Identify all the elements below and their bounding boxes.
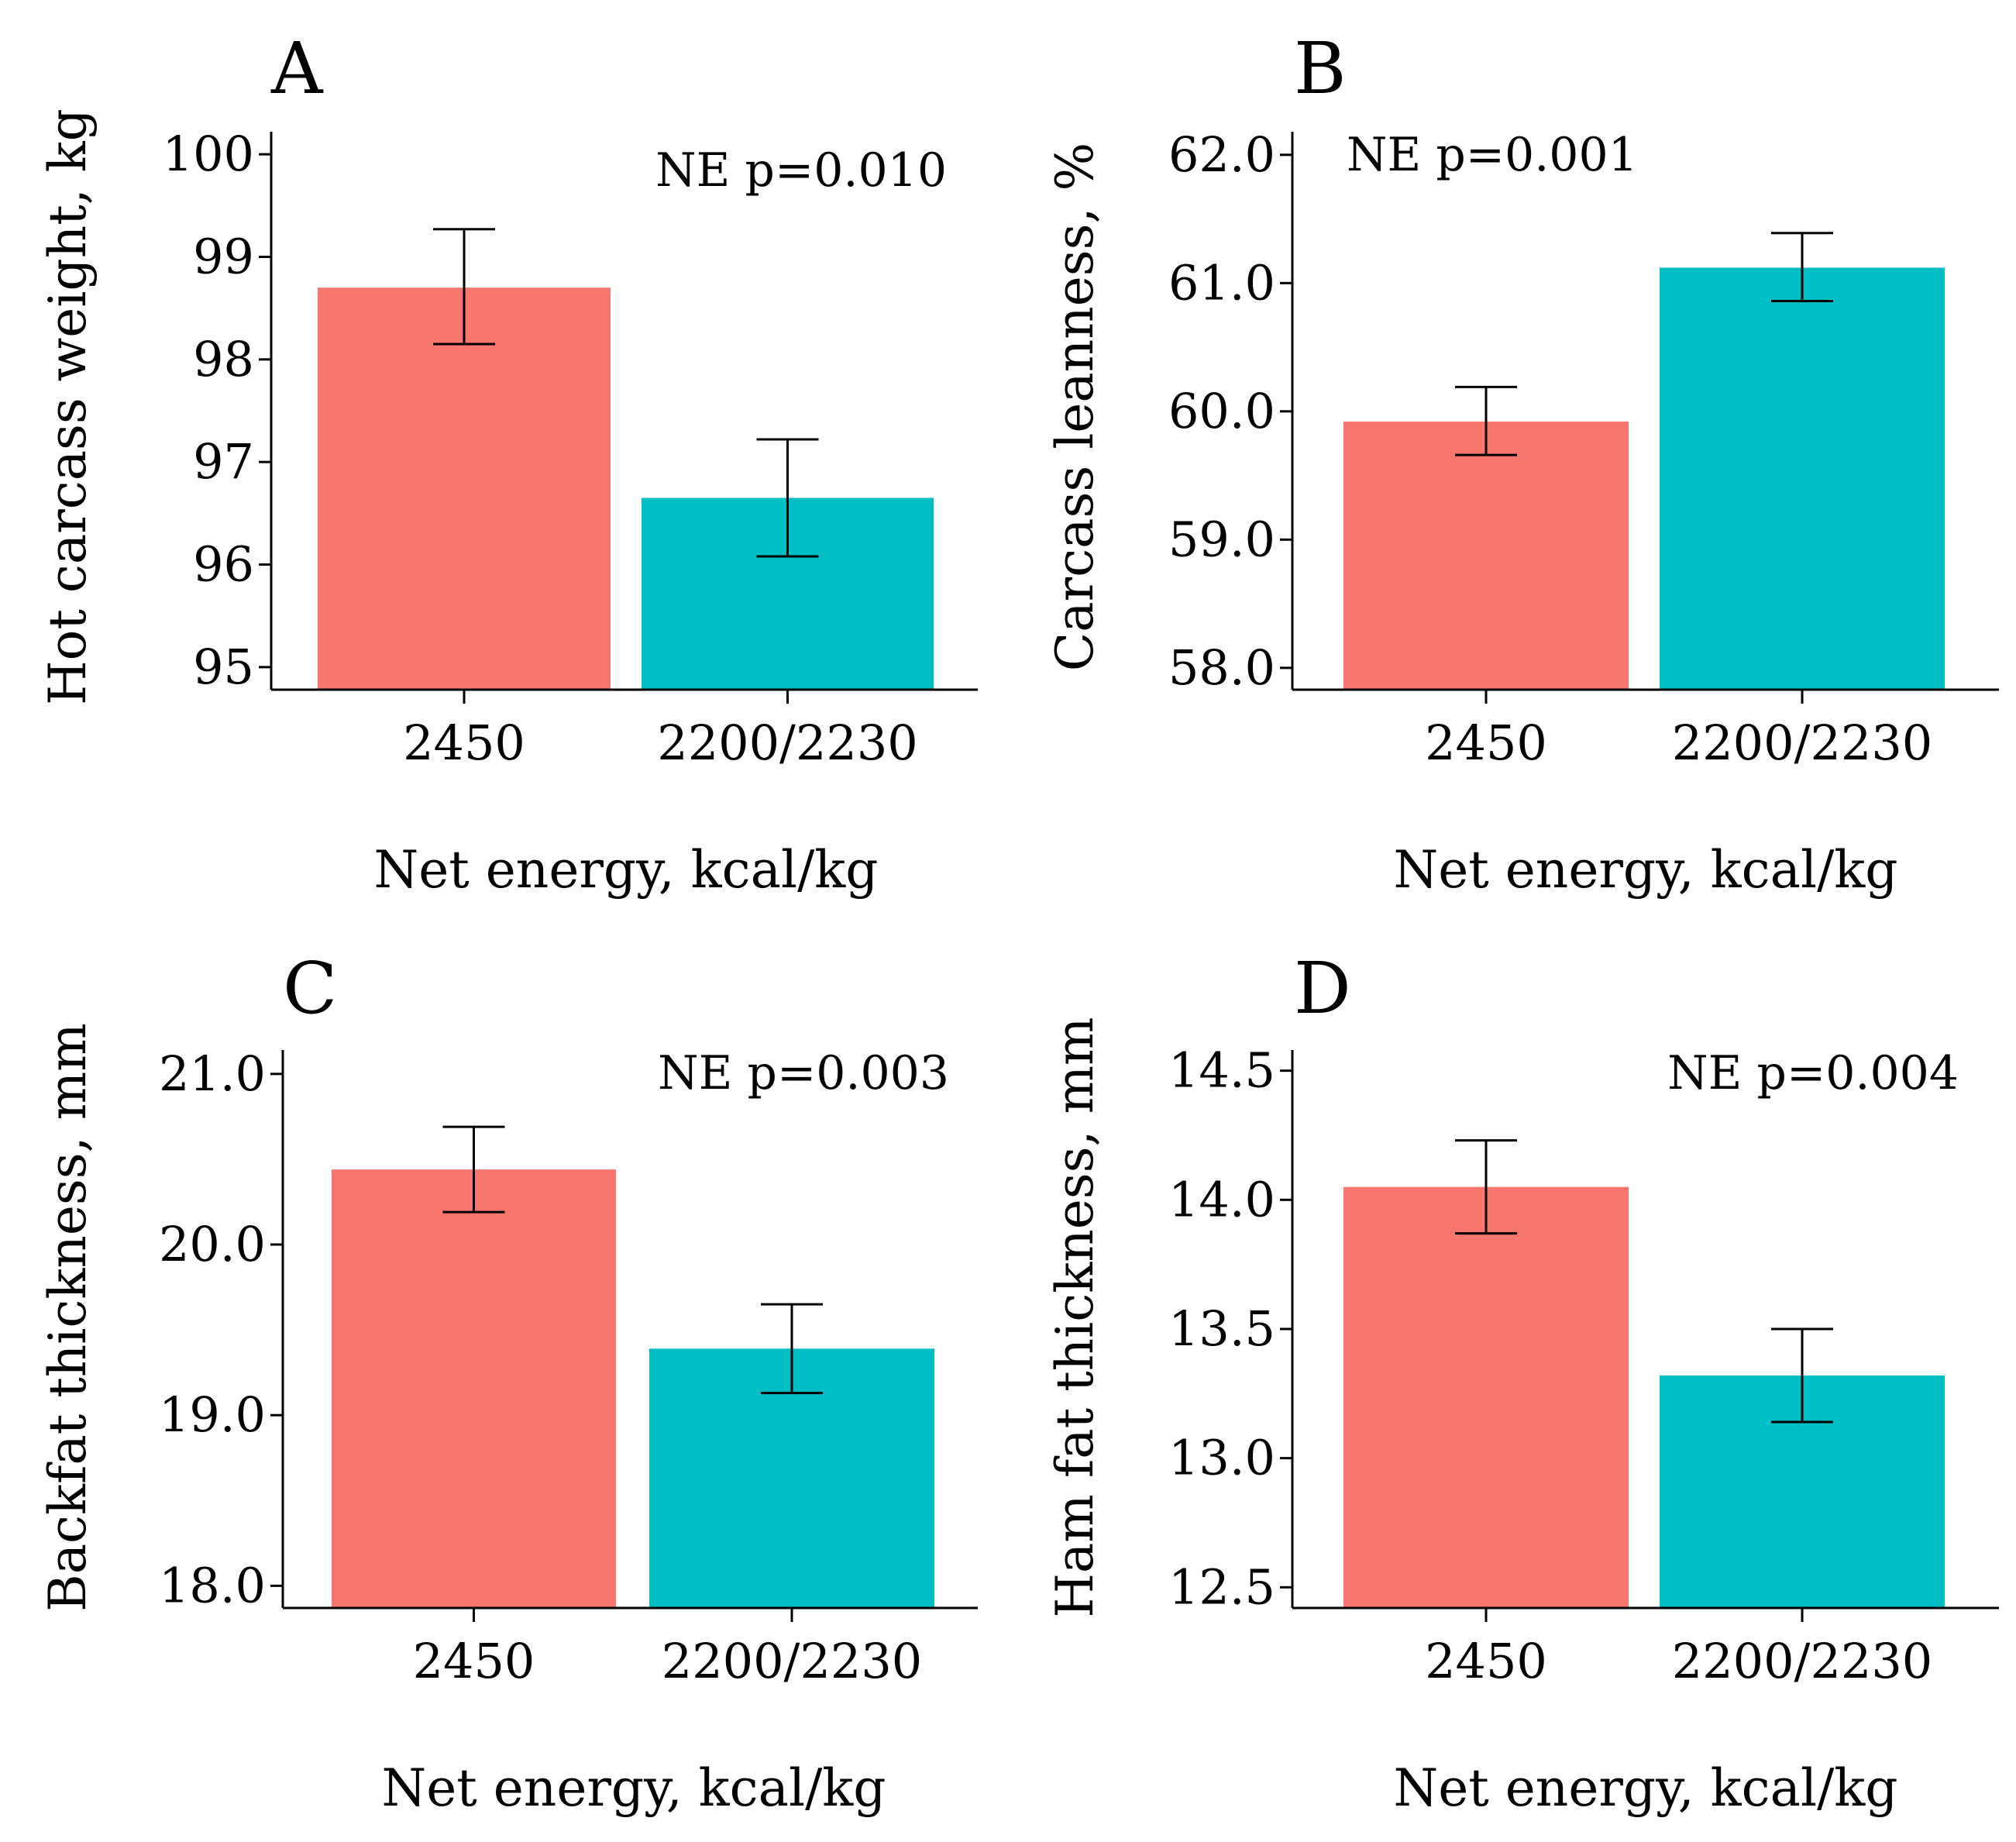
panel-c-bar-2450 (332, 1169, 616, 1608)
panel-b-x-tick-label: 2200/2230 (1672, 714, 1932, 771)
panel-a-ylabel: Hot carcass weight, kg (38, 108, 98, 705)
panel-a-y-tick-label: 95 (193, 639, 254, 695)
panel-a-x-ticks: 2450 2200/2230 (403, 690, 918, 771)
panel-b-ylabel: Carcass leanness, % (1045, 143, 1105, 671)
panel-c-y-tick-label: 20.0 (159, 1216, 266, 1272)
panel-b-pvalue: NE p=0.001 (1347, 128, 1638, 182)
panel-d-axes (1291, 1050, 1999, 1610)
panel-c-y-ticks: 18.0 19.0 20.0 21.0 (159, 1045, 283, 1613)
panel-a-y-tick-label: 96 (193, 536, 254, 593)
panel-a-y-ticks: 95 96 97 98 99 100 (163, 126, 271, 695)
panel-c-ylabel: Backfat thickness, mm (38, 1023, 98, 1612)
panel-b-axes (1291, 132, 1999, 691)
panel-d-ylabel: Ham fat thickness, mm (1045, 1017, 1105, 1617)
panel-c-pvalue: NE p=0.003 (658, 1046, 949, 1100)
panel-d-error-bars (1455, 1139, 1833, 1424)
panel-c-bars (332, 1169, 934, 1608)
panel-b-letter: B (1294, 27, 1347, 110)
panel-c-x-tick-label: 2450 (413, 1633, 535, 1689)
panel-c-xlabel: Net energy, kcal/kg (381, 1758, 886, 1818)
panel-b-y-tick-label: 59.0 (1168, 511, 1275, 567)
panel-a-axes (270, 132, 978, 691)
panel-a-pvalue: NE p=0.010 (655, 143, 947, 198)
panel-a-x-tick-label: 2200/2230 (657, 714, 917, 771)
panel-a-bars (318, 287, 934, 690)
panel-b-x-ticks: 2450 2200/2230 (1425, 690, 1932, 771)
panel-b-y-tick-label: 61.0 (1168, 254, 1275, 311)
panel-a-y-tick-label: 97 (193, 433, 254, 490)
panel-d: D NE p=0.004 Ham fat thickness, mm Net e… (1045, 947, 1999, 1818)
panel-d-bar-2450 (1343, 1186, 1629, 1608)
panel-a-bar-2450 (318, 287, 611, 690)
panel-c-y-tick-label: 18.0 (159, 1557, 266, 1613)
panel-a-x-tick-label: 2450 (403, 714, 525, 771)
panel-b-y-tick-label: 58.0 (1168, 639, 1275, 696)
panel-b: B NE p=0.001 Carcass leanness, % Net ene… (1045, 27, 1999, 900)
panel-a-xlabel: Net energy, kcal/kg (373, 840, 878, 900)
panel-a-y-tick-label: 100 (163, 126, 254, 182)
panel-b-y-tick-label: 62.0 (1168, 126, 1275, 183)
panel-b-y-tick-label: 60.0 (1168, 383, 1275, 439)
panel-b-y-ticks: 58.0 59.0 60.0 61.0 62.0 (1168, 126, 1292, 696)
panel-d-x-tick-label: 2450 (1425, 1633, 1547, 1689)
panel-c-axes (281, 1050, 978, 1610)
panel-d-bars (1343, 1186, 1945, 1608)
panel-d-y-ticks: 12.5 13.0 13.5 14.0 14.5 (1168, 1042, 1292, 1615)
panel-a-y-tick-label: 98 (193, 331, 254, 387)
panel-b-xlabel: Net energy, kcal/kg (1393, 840, 1897, 900)
panel-d-x-ticks: 2450 2200/2230 (1425, 1608, 1932, 1689)
panel-d-y-tick-label: 12.5 (1168, 1558, 1275, 1615)
panel-c-error-bars (442, 1125, 823, 1395)
panel-d-pvalue: NE p=0.004 (1667, 1046, 1959, 1100)
panel-d-y-tick-label: 13.5 (1168, 1300, 1275, 1357)
panel-a: A NE p=0.010 Hot carcass weight, kg Net … (38, 27, 978, 900)
panel-b-bars (1343, 267, 1945, 690)
panel-b-x-tick-label: 2450 (1425, 714, 1547, 771)
panel-d-y-tick-label: 14.5 (1168, 1042, 1275, 1099)
panel-c-y-tick-label: 19.0 (159, 1386, 266, 1443)
panel-b-bar-2450 (1343, 422, 1629, 690)
panel-b-bar-2200-2230 (1660, 267, 1945, 690)
panel-d-y-tick-label: 14.0 (1168, 1171, 1275, 1227)
panel-d-x-tick-label: 2200/2230 (1672, 1633, 1932, 1689)
panel-b-error-bars (1455, 232, 1833, 456)
panel-a-y-tick-label: 99 (193, 228, 254, 284)
panel-c-y-tick-label: 21.0 (159, 1045, 266, 1102)
panel-c-x-tick-label: 2200/2230 (662, 1633, 922, 1689)
panel-d-xlabel: Net energy, kcal/kg (1393, 1758, 1897, 1818)
panel-d-letter: D (1294, 947, 1351, 1030)
panel-a-error-bars (433, 228, 819, 558)
panel-c: C NE p=0.003 Backfat thickness, mm Net e… (38, 947, 978, 1818)
panel-a-letter: A (270, 27, 324, 110)
panel-d-y-tick-label: 13.0 (1168, 1430, 1275, 1486)
panel-c-letter: C (283, 947, 337, 1030)
panel-c-x-ticks: 2450 2200/2230 (413, 1608, 922, 1689)
